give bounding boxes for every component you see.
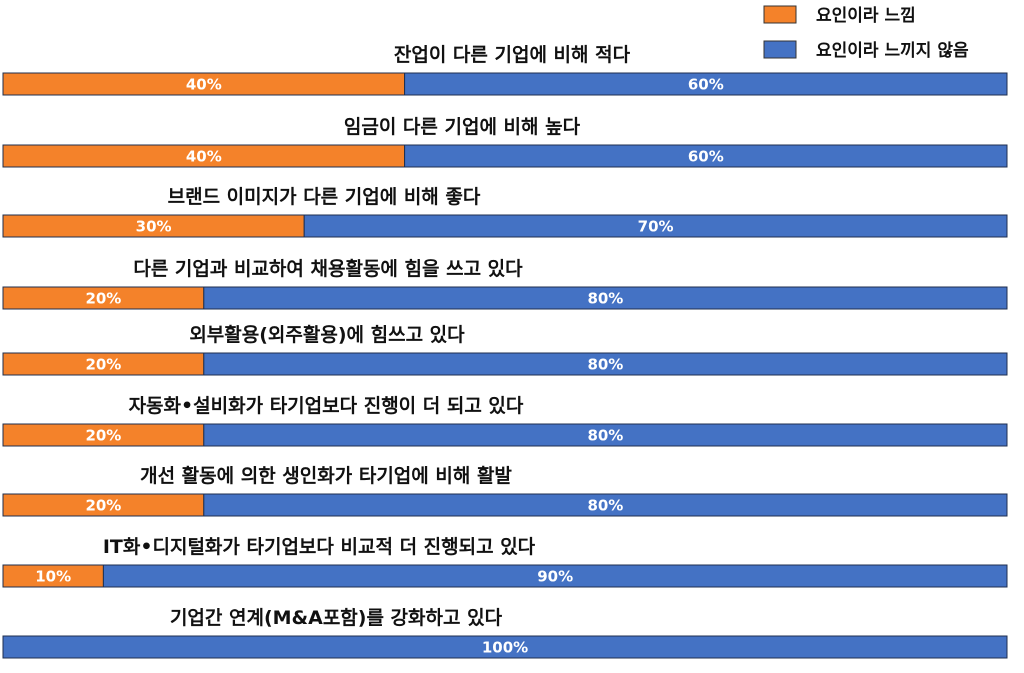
bar-segment-not-feel <box>404 144 1008 168</box>
bar-segment-not-feel <box>203 352 1008 376</box>
bar-segment-not-feel <box>404 72 1008 96</box>
data-label: 20% <box>85 290 121 308</box>
category-label: 개선 활동에 의한 생인화가 타기업에 비해 활발 <box>140 465 512 487</box>
data-label: 80% <box>587 497 623 515</box>
data-label: 100% <box>482 639 528 657</box>
bar-segment-not-feel <box>203 493 1008 517</box>
data-label: 60% <box>688 76 724 94</box>
data-label: 40% <box>186 148 222 166</box>
bar-segment-not-feel <box>102 564 1008 588</box>
bar-segment-not-feel <box>203 423 1008 447</box>
category-label: 잔업이 다른 기업에 비해 적다 <box>394 44 631 66</box>
legend-swatch-not-feel <box>763 40 797 59</box>
bar-segment-not-feel <box>2 635 1008 659</box>
data-label: 20% <box>85 427 121 445</box>
data-label: 80% <box>587 427 623 445</box>
bar-segment-not-feel <box>303 214 1008 238</box>
legend-swatch-feel <box>763 5 797 24</box>
data-label: 20% <box>85 356 121 374</box>
data-label: 10% <box>35 568 71 586</box>
category-label: 기업간 연계(M&A포함)를 강화하고 있다 <box>170 607 503 629</box>
bar-segment-not-feel <box>203 286 1008 310</box>
category-label: IT화•디지털화가 타기업보다 비교적 더 진행되고 있다 <box>103 536 536 558</box>
category-label: 외부활용(외주활용)에 힘쓰고 있다 <box>189 324 465 346</box>
category-label: 다른 기업과 비교하여 채용활동에 힘을 쓰고 있다 <box>133 258 523 280</box>
legend-label-not-feel: 요인이라 느끼지 않음 <box>816 41 969 61</box>
data-label: 80% <box>587 356 623 374</box>
data-label: 40% <box>186 76 222 94</box>
data-label: 20% <box>85 497 121 515</box>
data-label: 90% <box>537 568 573 586</box>
legend: 요인이라 느낌 요인이라 느끼지 않음 <box>763 5 969 61</box>
data-label: 60% <box>688 148 724 166</box>
bars-group: 잔업이 다른 기업에 비해 적다 40% 60% 임금이 다른 기업에 비해 높다 40… <box>2 44 1008 659</box>
category-label: 임금이 다른 기업에 비해 높다 <box>344 116 581 138</box>
data-label: 30% <box>136 218 172 236</box>
legend-label-feel: 요인이라 느낌 <box>816 6 916 26</box>
category-label: 자동화•설비화가 타기업보다 진행이 더 되고 있다 <box>129 395 524 417</box>
data-label: 80% <box>587 290 623 308</box>
data-label: 70% <box>638 218 674 236</box>
category-label: 브랜드 이미지가 다른 기업에 비해 좋다 <box>168 186 481 208</box>
